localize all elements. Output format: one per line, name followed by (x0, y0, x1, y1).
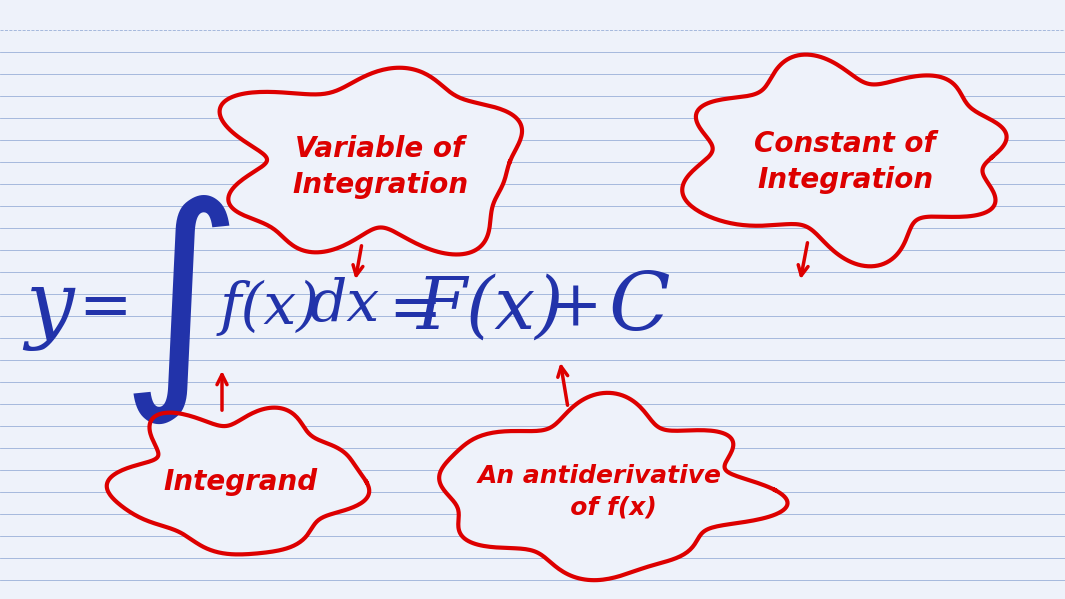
Polygon shape (106, 408, 370, 555)
Text: $\int$: $\int$ (119, 194, 231, 426)
Text: Variable of
Integration: Variable of Integration (292, 135, 468, 199)
Text: y: y (26, 269, 75, 352)
Text: Integrand: Integrand (163, 468, 317, 496)
Text: Constant of
Integration: Constant of Integration (754, 129, 936, 195)
Text: f(x): f(x) (220, 280, 320, 336)
Text: +: + (548, 277, 602, 338)
Text: F(x): F(x) (416, 273, 563, 343)
Text: =: = (389, 280, 442, 341)
Text: =: = (78, 277, 132, 338)
Polygon shape (439, 393, 787, 580)
Text: C: C (609, 269, 671, 347)
Text: dx: dx (310, 277, 380, 333)
Polygon shape (219, 68, 522, 255)
Polygon shape (683, 55, 1006, 267)
Text: An antiderivative
   of f(x): An antiderivative of f(x) (478, 464, 722, 520)
